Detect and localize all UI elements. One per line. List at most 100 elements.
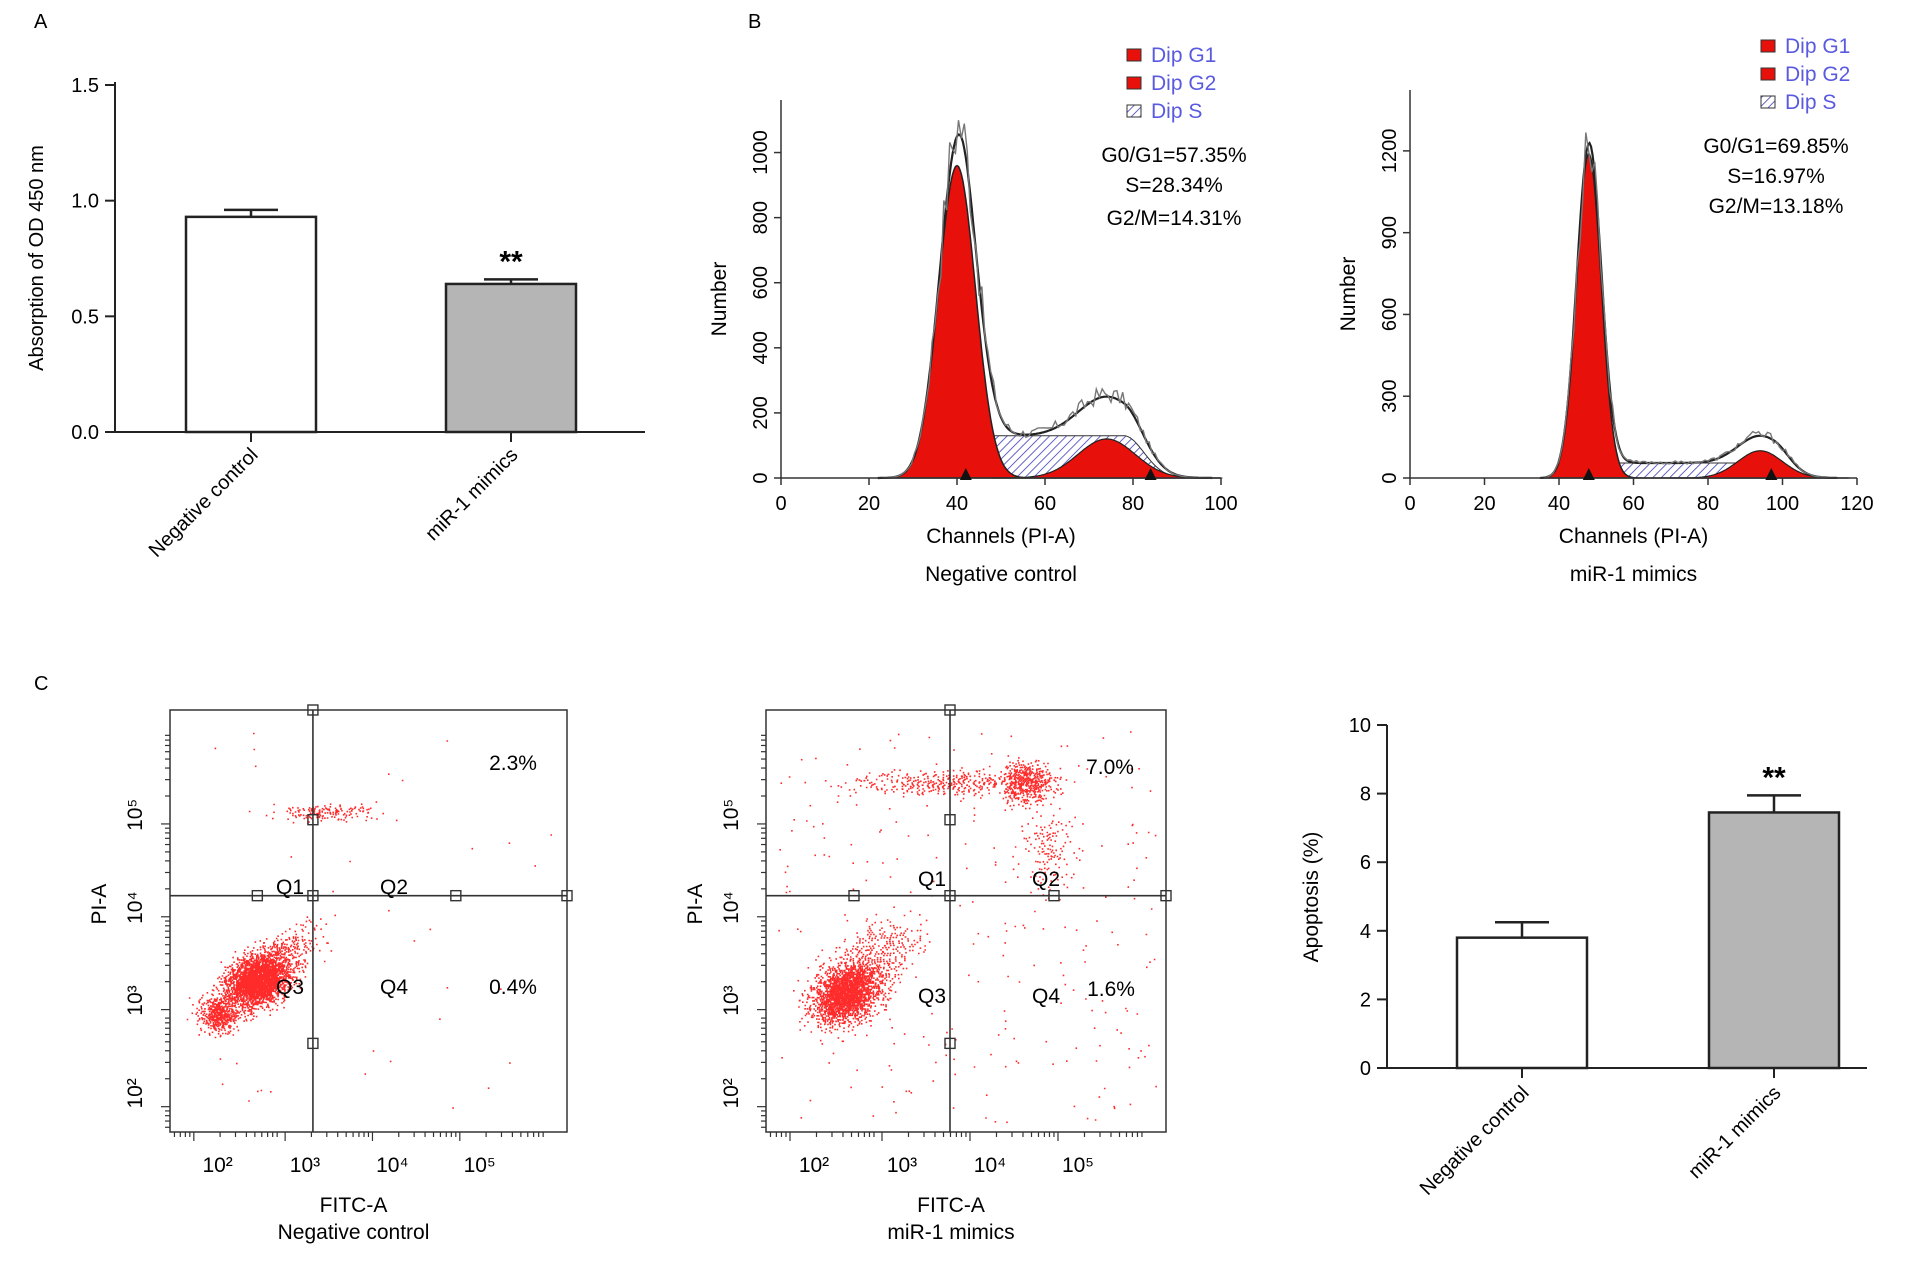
peak-marker bbox=[959, 468, 972, 480]
y-tick-label: 300 bbox=[1379, 380, 1401, 413]
stat-label: G0/G1=69.85% bbox=[1703, 135, 1848, 158]
panel-title: miR-1 mimics bbox=[1570, 563, 1697, 586]
legend-swatch bbox=[1126, 48, 1142, 62]
gate-handle bbox=[307, 889, 319, 902]
x-tick-label: 10⁴ bbox=[376, 1154, 408, 1177]
legend-label: Dip S bbox=[1151, 100, 1202, 123]
panel-title: Negative control bbox=[925, 563, 1077, 586]
stat-label: G2/M=14.31% bbox=[1107, 207, 1242, 230]
quadrant-label-q4: Q4 bbox=[380, 976, 408, 999]
significance-marker: ** bbox=[1762, 761, 1786, 794]
y-tick-label: 1200 bbox=[1379, 129, 1401, 174]
gate-handle bbox=[944, 814, 956, 826]
y-axis-label: PI-A bbox=[684, 884, 707, 925]
y-tick-label: 600 bbox=[750, 266, 772, 299]
bar-2 bbox=[1707, 811, 1841, 1070]
bar-2 bbox=[444, 282, 578, 434]
x-tick-label: 10³ bbox=[887, 1154, 917, 1177]
gate-handle bbox=[450, 889, 462, 902]
y-tick-label: 10⁵ bbox=[124, 799, 147, 831]
y-tick-label: 800 bbox=[750, 201, 772, 234]
x-axis-label: FITC-A bbox=[320, 1194, 388, 1217]
panel-a-ylabel: Absorption of OD 450 nm bbox=[26, 145, 48, 371]
panel-label-a: A bbox=[34, 11, 48, 33]
y-tick-label: 1000 bbox=[750, 130, 772, 175]
category-label: miR-1 mimics bbox=[1684, 1082, 1785, 1183]
y-tick-label: 6 bbox=[1360, 852, 1371, 874]
y-tick-label: 10⁴ bbox=[720, 891, 743, 923]
quadrant-label-q1: Q1 bbox=[918, 868, 946, 891]
y-tick-label: 1.5 bbox=[71, 75, 99, 97]
gate-handle bbox=[944, 889, 956, 902]
gate-handle bbox=[251, 889, 264, 902]
stat-label: G2/M=13.18% bbox=[1709, 195, 1844, 218]
stat-label: S=16.97% bbox=[1727, 165, 1825, 188]
category-label: miR-1 mimics bbox=[421, 444, 522, 545]
event-dots bbox=[778, 731, 1157, 1124]
x-tick-label: 80 bbox=[1697, 493, 1719, 515]
x-tick-label: 80 bbox=[1122, 493, 1144, 515]
panel-title: miR-1 mimics bbox=[887, 1221, 1014, 1244]
stat-label: S=28.34% bbox=[1125, 174, 1223, 197]
gate-handle bbox=[1048, 889, 1060, 902]
quadrant-label-q2: Q2 bbox=[380, 876, 408, 899]
panel-a-bar-chart: 0.0 0.5 1.0 1.5 Negative control ** miR-1 mim… bbox=[26, 75, 645, 562]
legend-swatch bbox=[1126, 76, 1142, 90]
x-tick-label: 120 bbox=[1840, 493, 1873, 515]
y-tick-label: 10² bbox=[720, 1078, 743, 1108]
y-tick-label: 0.0 bbox=[71, 422, 99, 444]
quadrant-label-q2: Q2 bbox=[1032, 868, 1060, 891]
x-tick-label: 20 bbox=[1473, 493, 1495, 515]
gate-handle bbox=[307, 814, 319, 826]
x-tick-label: 100 bbox=[1766, 493, 1799, 515]
y-tick-label: 8 bbox=[1360, 784, 1371, 806]
gate-handle bbox=[1160, 889, 1172, 902]
y-tick-label: 10⁵ bbox=[720, 799, 743, 831]
raw-data-line bbox=[1543, 132, 1849, 479]
percent-q4: 0.4% bbox=[489, 976, 537, 999]
plot-box bbox=[765, 709, 1167, 1133]
significance-marker: ** bbox=[499, 245, 523, 278]
y-tick-label: 0.5 bbox=[71, 306, 99, 328]
legend-swatch bbox=[1760, 95, 1776, 109]
panel-c3-bar-chart: 0 2 4 6 8 10 Negative control ** miR-1 mimics A… bbox=[1300, 715, 1867, 1200]
y-tick-label: 10² bbox=[124, 1078, 147, 1108]
legend-label: Dip G2 bbox=[1151, 72, 1216, 95]
x-tick-label: 10⁴ bbox=[974, 1154, 1006, 1177]
y-tick-label: 900 bbox=[1379, 216, 1401, 249]
legend-label: Dip S bbox=[1785, 91, 1836, 114]
y-tick-label: 4 bbox=[1360, 921, 1371, 943]
x-tick-label: 0 bbox=[775, 493, 786, 515]
y-tick-label: 10³ bbox=[720, 985, 743, 1015]
percent-q2: 7.0% bbox=[1086, 756, 1134, 779]
percent-q4: 1.6% bbox=[1087, 978, 1135, 1001]
y-axis-label: PI-A bbox=[88, 884, 111, 925]
raw-data-line bbox=[882, 120, 1223, 479]
x-axis-label: Channels (PI-A) bbox=[926, 525, 1075, 548]
y-tick-label: 600 bbox=[1379, 298, 1401, 331]
peak-marker bbox=[1144, 468, 1157, 480]
gate-handle bbox=[307, 704, 319, 716]
y-tick-label: 0 bbox=[1360, 1058, 1371, 1080]
quadrant-label-q3: Q3 bbox=[276, 976, 304, 999]
quadrant-label-q3: Q3 bbox=[918, 985, 946, 1008]
y-tick-label: 0 bbox=[750, 472, 772, 483]
plot-box bbox=[169, 709, 568, 1133]
percent-q2: 2.3% bbox=[489, 752, 537, 775]
gate-handle bbox=[848, 889, 860, 902]
legend-swatch bbox=[1760, 67, 1776, 81]
bar-1 bbox=[184, 215, 318, 434]
legend-label: Dip G2 bbox=[1785, 63, 1850, 86]
y-tick-label: 10 bbox=[1349, 715, 1371, 737]
gate-handle bbox=[561, 889, 573, 902]
x-tick-label: 0 bbox=[1404, 493, 1415, 515]
category-label: Negative control bbox=[145, 444, 263, 562]
quadrant-label-q4: Q4 bbox=[1032, 985, 1060, 1008]
panel-c3-ylabel: Apoptosis (%) bbox=[1300, 832, 1323, 963]
gate-handle bbox=[944, 704, 956, 716]
stat-label: G0/G1=57.35% bbox=[1101, 144, 1246, 167]
x-tick-label: 60 bbox=[1622, 493, 1644, 515]
